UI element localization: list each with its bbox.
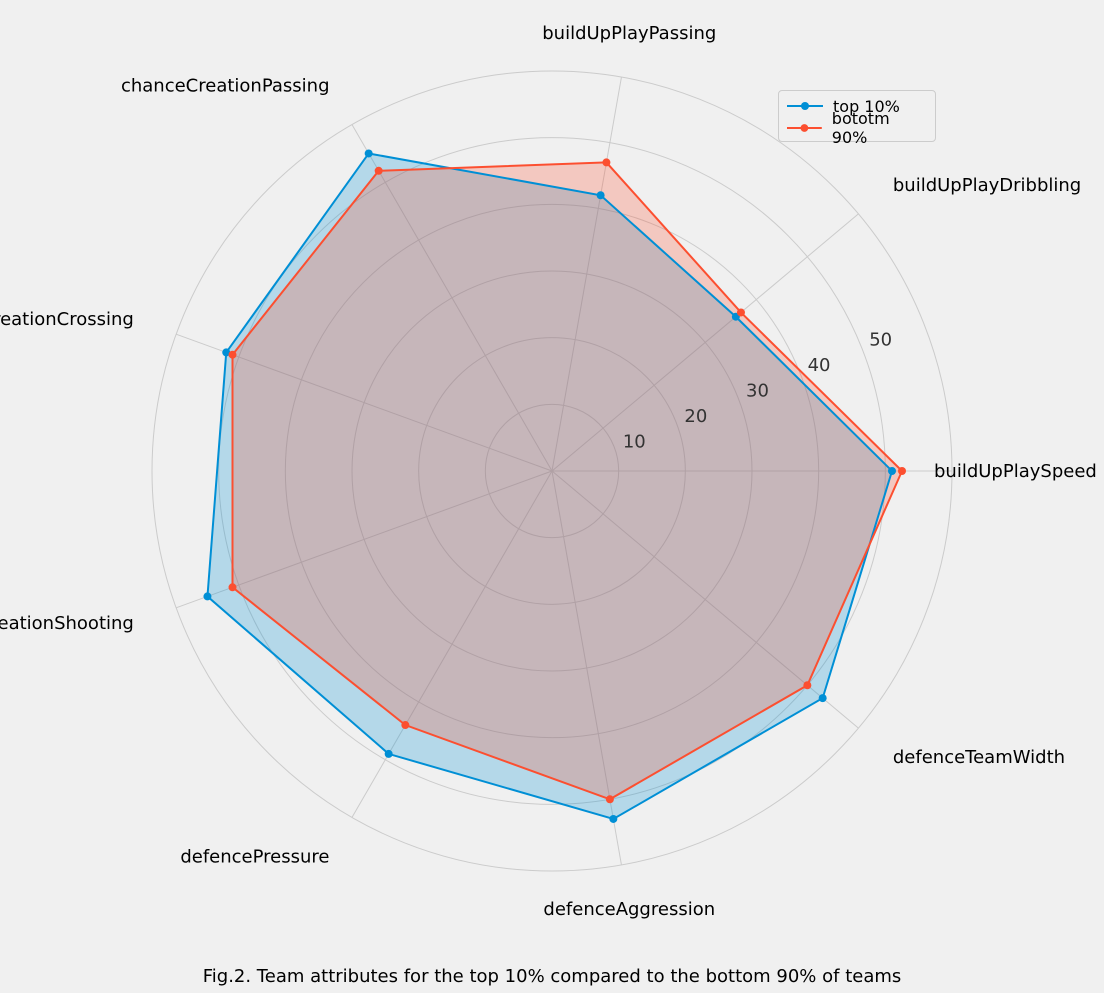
axis-label-chanceCreationPassing: chanceCreationPassing — [121, 76, 330, 97]
series-point-0-8 — [818, 694, 827, 703]
grid-spoke — [351, 470, 553, 818]
series-point-1-3 — [374, 166, 383, 175]
series-point-0-2 — [596, 191, 605, 200]
series-area-0 — [207, 153, 892, 819]
series-point-1-2 — [602, 158, 611, 167]
legend-item-top10: top 10% — [787, 95, 927, 117]
series-point-0-4 — [222, 348, 231, 357]
series-point-1-6 — [401, 721, 410, 730]
grid-spoke — [551, 76, 622, 472]
series-layer — [203, 149, 906, 823]
axis-label-defenceAggression: defenceAggression — [543, 899, 715, 920]
r-tick-label: 30 — [746, 381, 769, 402]
series-point-0-5 — [203, 592, 212, 601]
series-point-0-3 — [364, 149, 373, 158]
r-tick-label: 50 — [869, 330, 892, 351]
axis-labels: buildUpPlaySpeed buildUpPlayDribbling buil… — [0, 23, 1097, 920]
r-tick-label: 10 — [623, 432, 646, 453]
axis-label-defencePressure: defencePressure — [180, 846, 329, 867]
series-point-1-8 — [803, 681, 812, 690]
series-point-1-5 — [228, 583, 237, 592]
series-point-1-4 — [228, 350, 237, 359]
grid-spoke — [351, 124, 553, 472]
series-line-0 — [206, 152, 893, 821]
axis-label-buildUpPlaySpeed: buildUpPlaySpeed — [934, 461, 1097, 482]
series-line-1 — [231, 161, 903, 801]
axis-label-defenceTeamWidth: defenceTeamWidth — [893, 747, 1065, 768]
series-area-1 — [232, 162, 902, 800]
series-point-0-7 — [609, 814, 618, 823]
series-point-1-1 — [736, 308, 745, 317]
axis-label-chanceCreationCrossing: chanceCreationCrossing — [0, 309, 134, 330]
r-tick-label: 40 — [808, 355, 831, 376]
legend-swatch-bottom90 — [787, 124, 822, 132]
series-point-0-0 — [888, 467, 896, 475]
axis-label-buildUpPlayPassing: buildUpPlayPassing — [542, 23, 716, 44]
series-point-0-6 — [384, 749, 393, 758]
legend-item-bottom90: bototm 90% — [787, 109, 927, 147]
axis-label-chanceCreationShooting: chanceCreationShooting — [0, 613, 134, 634]
series-point-1-7 — [605, 795, 614, 804]
r-tick-label: 20 — [684, 406, 707, 427]
legend-label-top10: top 10% — [833, 96, 900, 116]
legend-swatch-top10 — [787, 102, 823, 110]
grid-spoke — [175, 333, 553, 472]
legend-label-bottom90: bototm 90% — [831, 109, 890, 147]
axis-label-buildUpPlayDribbling: buildUpPlayDribbling — [893, 175, 1081, 196]
grid — [151, 70, 953, 872]
series-point-1-0 — [898, 467, 906, 475]
figure-caption: Fig.2. Team attributes for the top 10% c… — [202, 966, 902, 987]
grid-spoke — [551, 213, 859, 472]
legend: top 10% bototm 90% — [778, 90, 936, 147]
grid-spoke — [175, 470, 553, 609]
